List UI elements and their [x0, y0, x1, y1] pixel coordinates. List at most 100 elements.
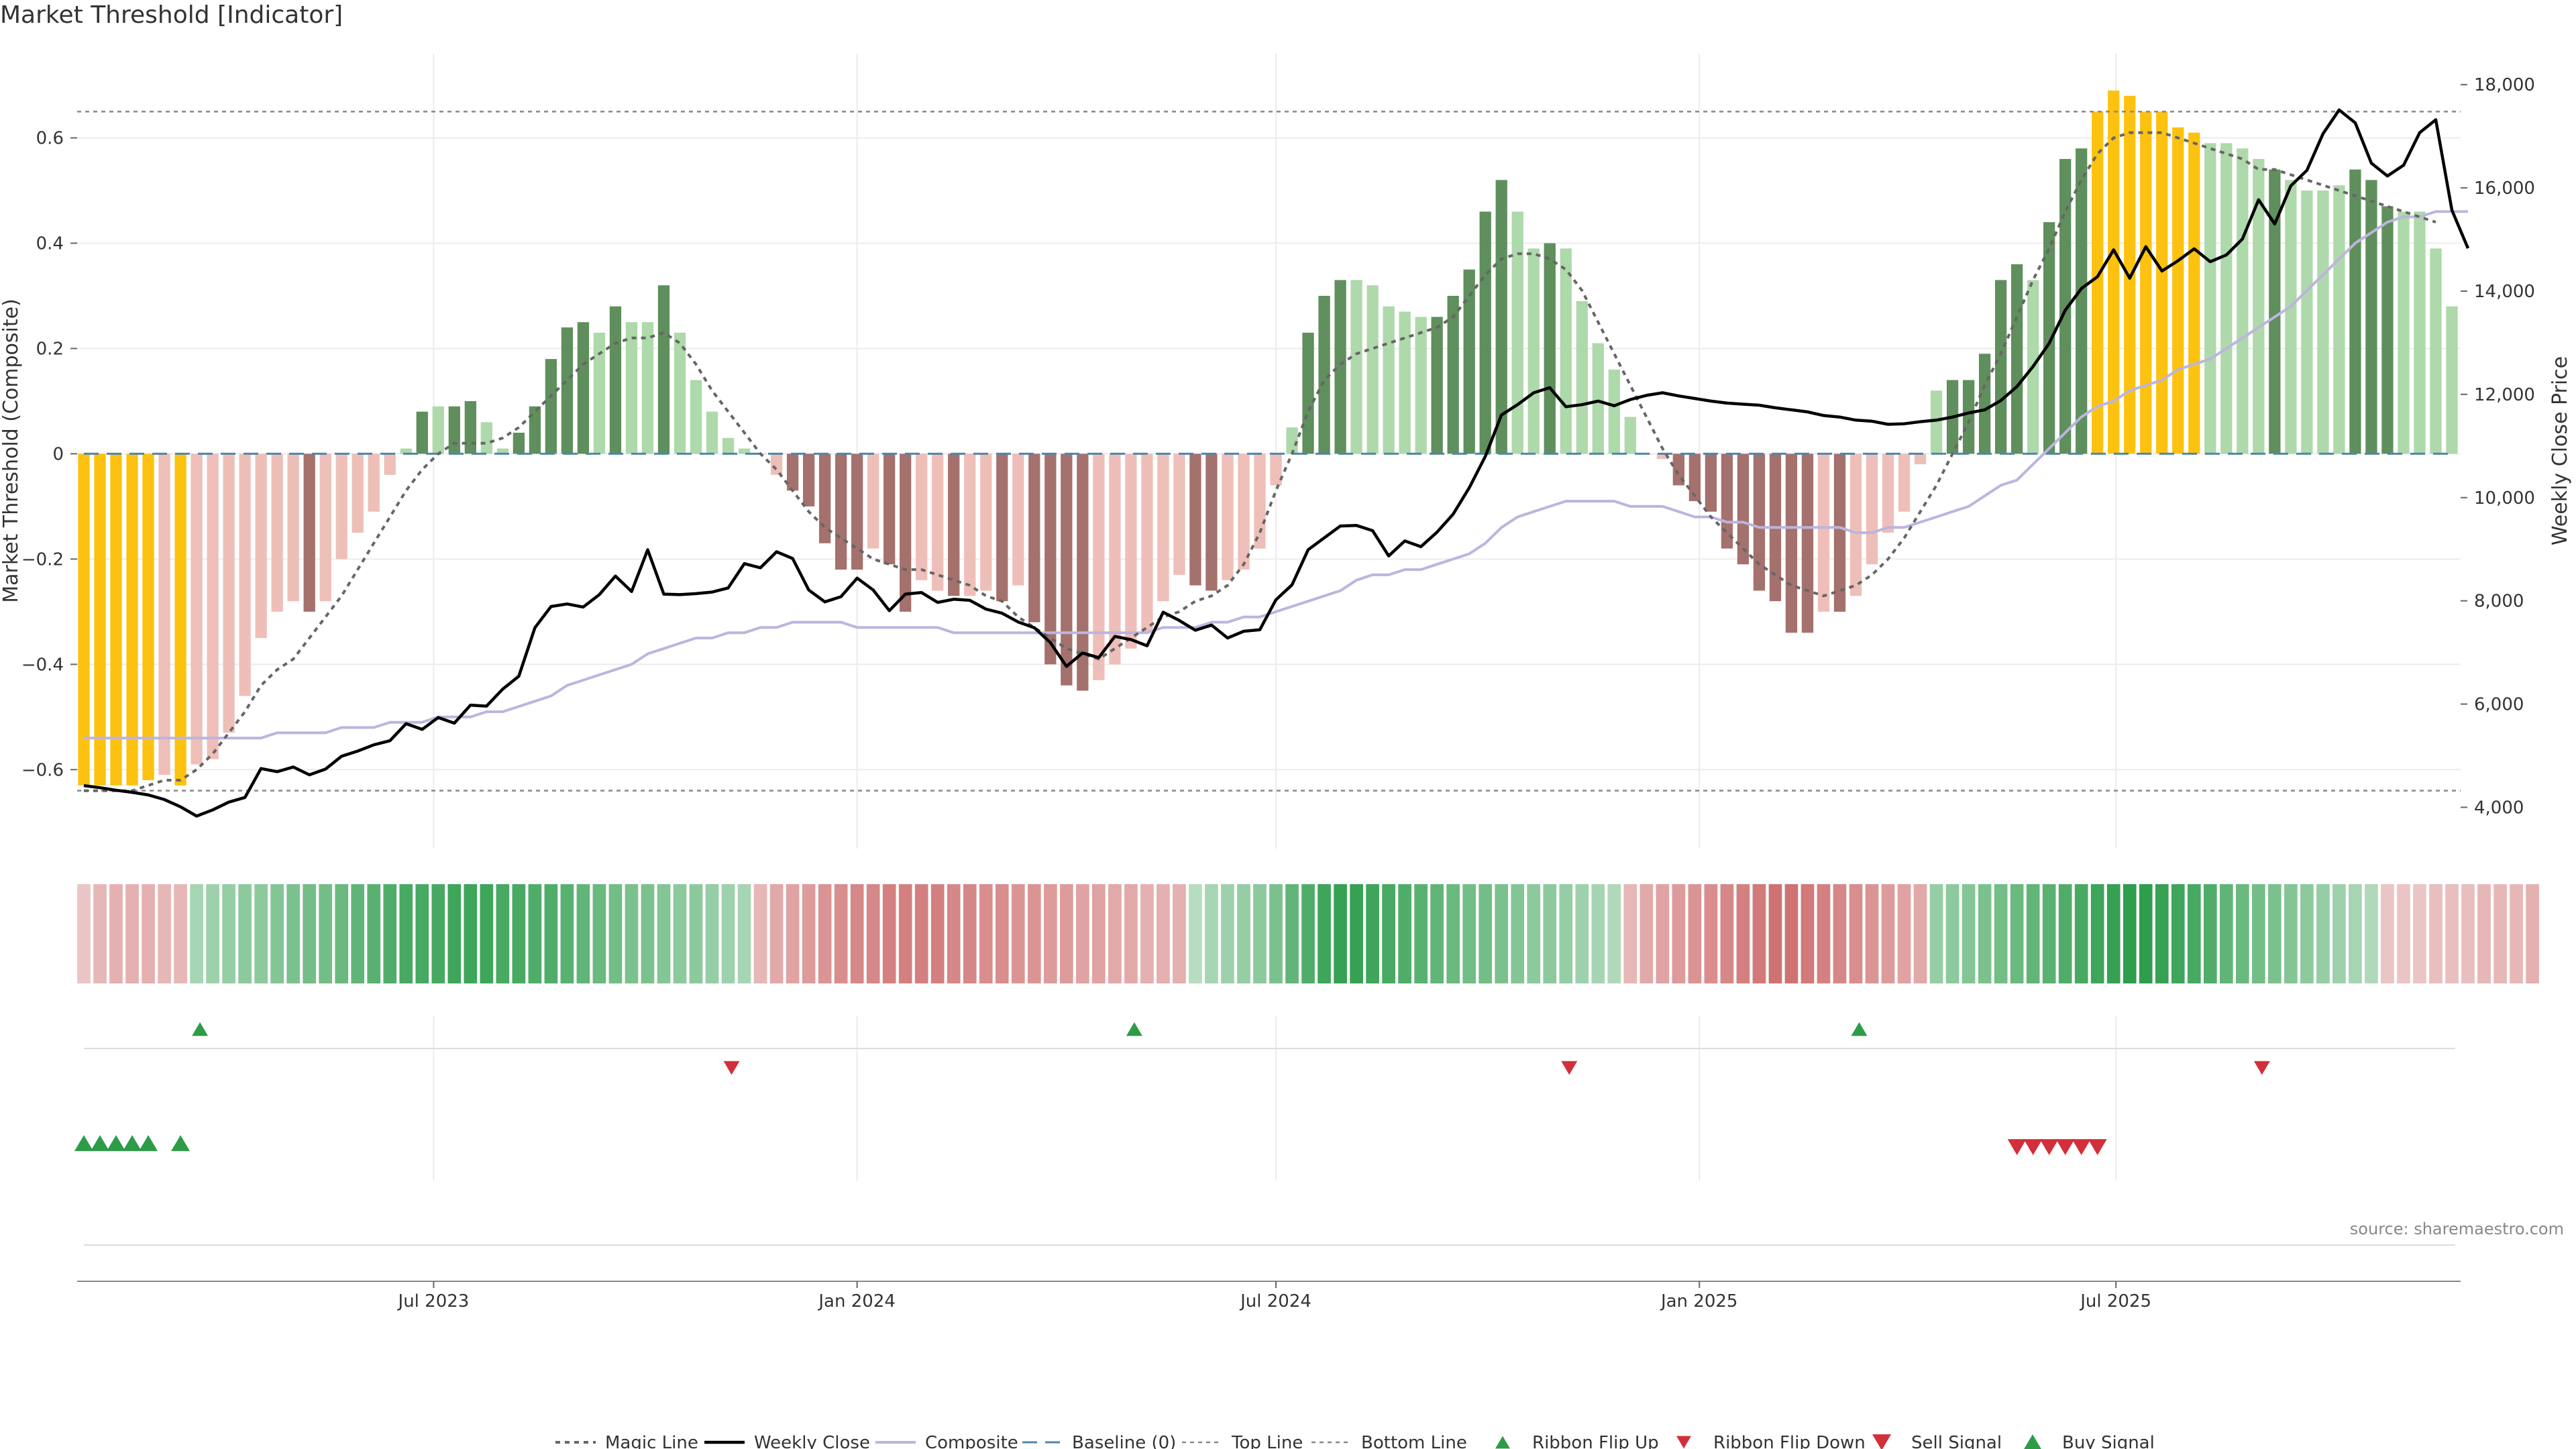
ribbon-cell-67	[1157, 884, 1170, 983]
ribbon-cell-125	[2090, 884, 2104, 983]
ribbon-cell-106	[1784, 884, 1799, 983]
ribbon-cell-34	[625, 884, 639, 983]
ribbon-cell-109	[1833, 884, 1847, 983]
ribbon-cell-93	[1575, 884, 1589, 983]
ribbon-cell-58	[1011, 884, 1025, 983]
composite-bar-92	[1560, 248, 1572, 454]
ribbon-cell-130	[2171, 884, 2185, 983]
ribbon-cell-13	[286, 884, 301, 983]
ribbon-cell-99	[1672, 884, 1686, 983]
ribbon-cell-18	[367, 884, 381, 983]
composite-bar-68	[1173, 453, 1185, 575]
composite-bar-126	[2108, 90, 2120, 454]
ribbon-cell-149	[2477, 884, 2491, 983]
chart-title: Market Threshold [Indicator]	[0, 1, 343, 29]
composite-bar-134	[2237, 148, 2249, 454]
ribbon-cell-113	[1897, 884, 1911, 983]
composite-bar-43	[770, 453, 783, 475]
ribbon-flip-up-2	[1851, 1022, 1868, 1036]
composite-bar-146	[2430, 248, 2442, 454]
composite-bar-54	[948, 453, 960, 596]
buy-signal-0	[74, 1135, 93, 1151]
magic-line	[84, 131, 2436, 792]
ribbon-cell-17	[351, 884, 365, 983]
composite-bar-64	[1109, 453, 1121, 665]
composite-bar-51	[900, 453, 912, 612]
composite-bar-130	[2172, 127, 2184, 454]
legend-marker-ribbon-flip-up	[1495, 1436, 1510, 1449]
composite-bar-56	[980, 453, 992, 591]
composite-bar-135	[2253, 158, 2265, 454]
composite-bar-65	[1125, 453, 1137, 649]
composite-bar-84	[1431, 317, 1443, 454]
composite-bar-48	[851, 453, 863, 570]
ribbon-flip-down-1	[1561, 1061, 1578, 1075]
buy-signal-4	[139, 1135, 158, 1151]
ribbon-cell-51	[898, 884, 912, 983]
ribbon-cell-90	[1527, 884, 1541, 983]
composite-bar-124	[2076, 148, 2088, 454]
ribbon-cell-15	[319, 884, 333, 983]
composite-bar-44	[786, 453, 799, 491]
ribbon-cell-39	[705, 884, 719, 983]
legend-label-1: Weekly Close	[754, 1433, 870, 1449]
y-tick-label-2: −0.2	[21, 549, 64, 570]
composite-bar-98	[1656, 453, 1668, 460]
ribbon-cell-62	[1075, 884, 1089, 983]
composite-bar-131	[2188, 132, 2200, 454]
ribbon-cell-96	[1623, 884, 1638, 983]
ribbon-cell-124	[2074, 884, 2088, 983]
ribbon-cell-10	[238, 884, 252, 983]
composite-bar-76	[1302, 332, 1314, 454]
ribbon-cell-59	[1027, 884, 1041, 983]
ribbon-cell-142	[2365, 884, 2378, 983]
ribbon-cell-14	[303, 884, 317, 983]
ribbon-cell-87	[1479, 884, 1493, 983]
y-right-tick-label-3: 10,000	[2474, 488, 2535, 508]
composite-bar-75	[1286, 427, 1298, 454]
composite-bar-81	[1383, 306, 1395, 454]
ribbon-cell-1	[93, 884, 107, 983]
ribbon-cell-134	[2235, 884, 2249, 983]
ribbon-cell-26	[496, 884, 510, 983]
ribbon-cell-38	[689, 884, 703, 983]
ribbon-cell-22	[431, 884, 445, 983]
composite-bar-83	[1415, 317, 1427, 454]
ribbon-cell-127	[2123, 884, 2137, 983]
ribbon-cell-49	[866, 884, 880, 983]
composite-bar-94	[1592, 343, 1604, 454]
composite-bar-113	[1898, 453, 1911, 512]
ribbon-cell-120	[2010, 884, 2024, 983]
composite-bar-23	[448, 406, 460, 454]
composite-bar-143	[2381, 206, 2394, 454]
ribbon-cell-94	[1591, 884, 1605, 983]
ribbon-cell-118	[1978, 884, 1992, 983]
ribbon-cell-145	[2413, 884, 2426, 983]
x-tick-label-4: Jul 2025	[2079, 1291, 2151, 1311]
composite-bar-128	[2140, 111, 2152, 454]
composite-bar-104	[1753, 453, 1766, 591]
ribbon-cell-5	[158, 884, 171, 983]
ribbon-cell-119	[1994, 884, 2008, 983]
ribbon-cell-151	[2510, 884, 2523, 983]
ribbon-cell-111	[1865, 884, 1879, 983]
ribbon-cell-9	[222, 884, 235, 983]
ribbon-cell-102	[1720, 884, 1734, 983]
ribbon-cell-21	[415, 884, 429, 983]
composite-bar-6	[174, 453, 186, 786]
sell-signal-2	[2039, 1139, 2059, 1155]
composite-bar-3	[126, 453, 138, 786]
composite-bar-1	[94, 453, 106, 786]
composite-bar-133	[2220, 143, 2233, 454]
ribbon-cell-123	[2058, 884, 2072, 983]
ribbon-cell-23	[447, 884, 462, 983]
ribbon-cell-27	[512, 884, 526, 983]
composite-bar-8	[207, 453, 219, 759]
composite-bar-142	[2365, 180, 2377, 454]
axes: −0.6 −0.4 −0.2 0 0.2 0.4 0.6 4,000 6,000 8,000 10,…	[0, 75, 2572, 818]
ribbon-cell-85	[1446, 884, 1460, 983]
ribbon-cell-74	[1269, 884, 1283, 983]
legend-label-3: Baseline (0)	[1072, 1433, 1176, 1449]
ribbon-cell-24	[464, 884, 478, 983]
composite-bar-71	[1222, 453, 1234, 580]
